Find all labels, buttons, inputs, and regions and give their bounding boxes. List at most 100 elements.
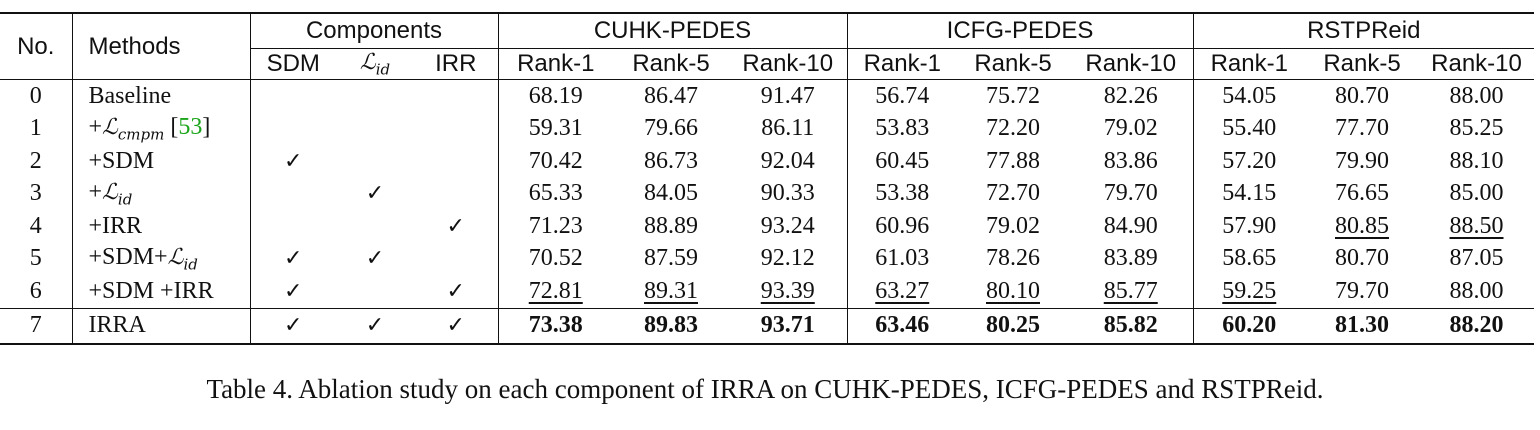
metric-value: 80.70 — [1305, 79, 1419, 113]
method-label: +SDM+ — [88, 244, 168, 271]
header-metric: Rank-5 — [1305, 48, 1419, 80]
metric-value: 53.38 — [875, 180, 930, 207]
row-number: 1 — [0, 112, 73, 145]
metric-value: 59.25 — [1222, 277, 1277, 304]
check-icon: ✓ — [284, 148, 303, 174]
check-cell-lid — [336, 79, 414, 113]
metric-value: 88.00 — [1449, 277, 1504, 304]
metric-value: 65.33 — [528, 180, 583, 207]
header-methods: Methods — [72, 12, 251, 80]
row-number: 4 — [0, 210, 73, 243]
metric-value: 56.74 — [847, 79, 957, 113]
metric-value: 80.10 — [986, 277, 1040, 304]
metric-value: 88.00 — [1419, 79, 1534, 113]
metric-value: 63.46 — [847, 307, 957, 345]
metric-value: 85.25 — [1449, 115, 1504, 142]
metric-value: 83.86 — [1069, 145, 1194, 178]
row-number: 0 — [0, 79, 73, 113]
check-icon: ✓ — [446, 278, 465, 304]
check-icon: ✓ — [284, 246, 303, 272]
check-cell-sdm — [250, 210, 336, 243]
table-row: 2 +SDM ✓ 70.42 86.73 92.04 60.45 77.88 83.86 57.2… — [0, 145, 1534, 178]
header-dataset-icfg: ICFG-PEDES — [847, 12, 1194, 49]
row-number: 3 — [0, 177, 73, 210]
metric-value: 88.89 — [644, 212, 698, 239]
metric-value: 93.39 — [729, 275, 848, 308]
metric-value: 79.70 — [1335, 277, 1389, 304]
citation-link[interactable]: 53 — [178, 114, 203, 141]
header-metric: Rank-5 — [613, 48, 729, 80]
method-name: +SDM+ℒid — [72, 242, 251, 275]
check-cell-sdm: ✓ — [250, 145, 336, 178]
check-icon: ✓ — [446, 213, 465, 239]
check-cell-sdm — [250, 178, 336, 211]
metric-value: 83.89 — [1069, 242, 1194, 275]
table-row: 4 +IRR ✓ 71.23 88.89 93.24 60.96 79.02 84.90 57.9… — [0, 210, 1534, 243]
metric-value: 75.72 — [957, 79, 1069, 113]
header-no: No. — [0, 12, 73, 80]
metric-value: 55.40 — [1222, 115, 1277, 142]
metric-value: 88.20 — [1419, 307, 1534, 345]
header-metric: Rank-10 — [729, 48, 848, 80]
metric-value: 85.82 — [1069, 307, 1194, 345]
metric-value: 89.31 — [644, 277, 698, 304]
header-dataset-rstp: RSTPReid — [1193, 12, 1534, 49]
check-cell-irr — [414, 112, 499, 145]
metric-value: 63.27 — [875, 277, 930, 304]
check-cell-sdm: ✓ — [250, 275, 336, 308]
metric-value: 78.26 — [986, 245, 1040, 272]
metric-value: 72.20 — [986, 115, 1040, 142]
table-row: 0 Baseline 68.19 86.47 91.47 56.74 75.72 82.26 5… — [0, 79, 1534, 113]
check-icon: ✓ — [365, 246, 385, 272]
row-number: 6 — [0, 275, 73, 308]
metric-value: 84.90 — [1069, 210, 1194, 243]
metric-value: 91.47 — [729, 79, 848, 113]
check-cell-irr: ✓ — [414, 307, 499, 345]
metric-value: 59.31 — [528, 115, 583, 142]
method-label: +IRR — [88, 212, 143, 239]
method-name: +ℒid — [72, 177, 251, 210]
check-cell-sdm — [250, 79, 336, 113]
check-cell-sdm: ✓ — [250, 307, 336, 345]
metric-value: 73.38 — [498, 307, 613, 345]
row-number: 2 — [0, 145, 73, 178]
metric-value: 89.83 — [613, 307, 729, 345]
metric-value: 58.65 — [1222, 245, 1277, 272]
metric-value: 68.19 — [498, 79, 613, 113]
header-metric: Rank-10 — [1419, 48, 1534, 80]
table-caption: Table 4. Ablation study on each componen… — [206, 374, 1324, 404]
metric-value: 72.70 — [986, 180, 1040, 207]
metric-value: 92.04 — [729, 145, 848, 178]
header-irr: IRR — [414, 48, 499, 80]
method-label: +SDM +IRR — [88, 277, 214, 304]
method-name: +SDM — [72, 145, 251, 178]
table-row: 6 +SDM +IRR ✓ ✓ 72.81 89.31 93.39 63.27 80.10 85.… — [0, 275, 1534, 308]
metric-value: 80.70 — [1335, 245, 1389, 272]
metric-value: 60.45 — [875, 147, 930, 174]
check-cell-irr: ✓ — [414, 275, 499, 308]
header-sdm: SDM — [250, 48, 336, 80]
metric-value: 72.81 — [528, 277, 583, 304]
metric-value: 93.71 — [729, 307, 848, 345]
metric-value: 70.52 — [528, 245, 583, 272]
check-icon: ✓ — [446, 313, 465, 338]
method-label: + — [88, 179, 103, 206]
row-number: 5 — [0, 242, 73, 275]
method-label: IRRA — [88, 312, 146, 338]
check-icon: ✓ — [365, 181, 385, 207]
table-body: 0 Baseline 68.19 86.47 91.47 56.74 75.72 82.26 5… — [0, 79, 1534, 345]
table-row: 7 IRRA ✓ ✓ ✓ 73.38 89.83 93.71 63.46 80.25 85.82 60… — [0, 307, 1534, 345]
check-icon: ✓ — [365, 313, 385, 338]
check-cell-sdm: ✓ — [250, 243, 336, 276]
header-metric: Rank-1 — [847, 48, 957, 80]
method-label: Baseline — [88, 82, 172, 109]
loss-symbol: ℒid — [167, 245, 198, 274]
metric-value: 76.65 — [1335, 180, 1389, 207]
check-icon: ✓ — [284, 278, 303, 304]
check-cell-lid: ✓ — [336, 178, 414, 211]
metric-value: 57.20 — [1222, 147, 1277, 174]
ablation-table: No. Methods Components CUHK-PEDES ICFG-P… — [0, 12, 1534, 345]
check-cell-irr — [414, 242, 499, 275]
method-name: +IRR — [72, 210, 251, 243]
